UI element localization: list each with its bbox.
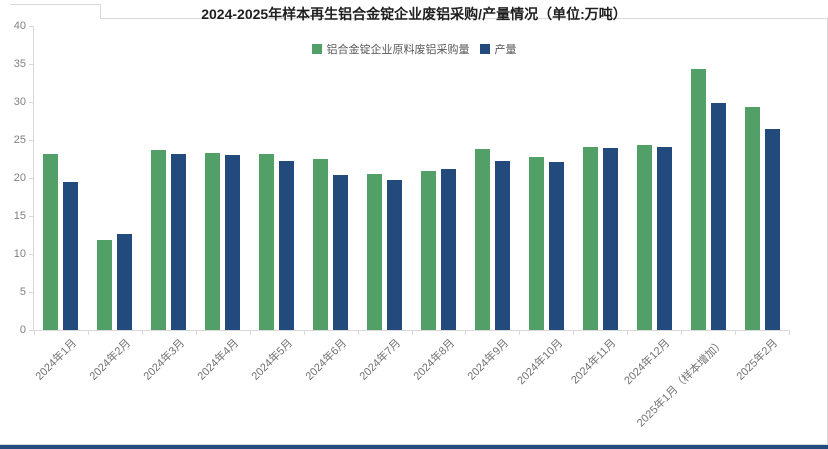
card-bottom-border [0,444,828,445]
output-bar-2024年4月 [225,155,241,330]
y-axis-tick-mark [29,26,34,27]
x-axis-label: 2024年11月 [569,337,619,387]
y-axis-tick-mark [29,64,34,65]
x-axis-tick-mark [519,331,521,335]
output-bar-2024年9月 [494,161,510,330]
output-bar-2024年7月 [387,180,403,330]
output-bar-2024年8月 [440,168,456,330]
output-bar-2024年11月 [602,147,618,330]
x-axis-label: 2024年12月 [622,337,673,388]
y-axis-tick-mark [29,330,34,331]
y-axis-tick-label: 25 [13,134,26,146]
x-axis-label: 2024年8月 [411,337,458,383]
output-bar-2024年3月 [171,153,187,330]
purchase-bar-2024年8月 [420,171,436,330]
output-bar-2025年1月（样本增加） [710,102,726,330]
y-axis-tick-mark [29,178,34,179]
y-axis-tick-label: 15 [13,210,26,222]
x-axis-tick-mark [411,331,413,335]
x-axis-label: 2024年5月 [249,337,296,383]
x-axis-tick-mark [141,331,143,335]
y-axis-tick-mark [29,140,34,141]
purchase-bar-2024年2月 [97,239,113,330]
y-axis-tick-mark [29,292,34,293]
x-axis-label: 2024年6月 [303,337,350,383]
purchase-bar-2024年7月 [367,174,383,330]
legend-item-purchase: 铝合金锭企业原料废铝采购量 [311,41,470,57]
x-axis-tick-mark [195,331,197,335]
output-bar-2024年5月 [279,161,295,330]
x-axis-tick-mark [303,331,305,335]
top-left-border-line [10,4,100,5]
purchase-bar-2024年3月 [151,149,167,330]
purchase-bar-2024年5月 [259,153,275,330]
y-axis-tick-label: 20 [13,172,26,184]
legend-swatch-green-icon [311,44,322,54]
output-bar-2025年2月 [764,128,780,330]
y-axis-tick-label: 40 [13,20,26,32]
chart-legend: 铝合金锭企业原料废铝采购量 产量 [0,42,828,56]
x-axis-label: 2024年7月 [357,337,404,383]
purchase-bar-2024年12月 [636,145,652,330]
legend-swatch-navy-icon [479,44,490,54]
x-axis-tick-mark [357,331,359,335]
x-axis-tick-mark [87,331,89,335]
purchase-bar-2024年4月 [205,152,221,330]
chart-title: 2024-2025年样本再生铝合金锭企业废铝采购/产量情况（单位:万吨） [201,6,627,22]
output-bar-2024年12月 [656,146,672,330]
output-bar-2024年6月 [333,174,349,330]
x-axis-tick-mark [34,331,35,335]
purchase-bar-2025年2月 [744,107,760,330]
x-axis-tick-mark [789,331,790,335]
output-bar-2024年2月 [117,234,133,330]
y-axis-tick-label: 10 [13,248,26,260]
x-axis-tick-mark [249,331,251,335]
legend-item-output: 产量 [479,41,517,57]
border-step-line [100,4,101,19]
purchase-bar-2024年1月 [43,153,59,330]
x-axis-label: 2024年9月 [465,337,511,383]
x-axis-line [33,330,790,331]
x-axis-tick-mark [465,331,467,335]
purchase-bar-2024年6月 [313,159,329,330]
x-axis-tick-mark [627,331,629,335]
y-axis-tick-mark [29,102,34,103]
x-axis-label: 2024年2月 [87,337,134,383]
y-axis-tick-mark [29,216,34,217]
x-axis-label: 2024年3月 [141,337,188,383]
purchase-bar-2025年1月（样本增加） [690,69,706,330]
purchase-bar-2024年11月 [582,146,598,330]
x-axis-tick-mark [735,331,737,335]
y-axis-tick-mark [29,254,34,255]
x-axis-tick-mark [681,331,683,335]
x-axis-label: 2025年2月 [734,337,781,383]
x-axis-label: 2024年4月 [195,337,242,383]
card-top-border [100,18,827,19]
x-axis-label: 2024年10月 [514,337,565,388]
y-axis-tick-label: 5 [19,286,26,298]
output-bar-2024年1月 [63,181,79,330]
y-axis-tick-label: 0 [19,324,26,336]
y-axis-tick-label: 30 [13,96,26,108]
y-axis-tick-label: 35 [13,58,26,70]
bottom-edge-bar [0,445,828,449]
legend-label-purchase: 铝合金锭企业原料废铝采购量 [326,44,470,56]
x-axis-tick-mark [573,331,575,335]
legend-label-output: 产量 [494,44,517,56]
x-axis-label: 2024年1月 [33,337,80,383]
purchase-bar-2024年9月 [474,149,490,330]
output-bar-2024年10月 [548,162,564,330]
purchase-bar-2024年10月 [528,157,544,330]
